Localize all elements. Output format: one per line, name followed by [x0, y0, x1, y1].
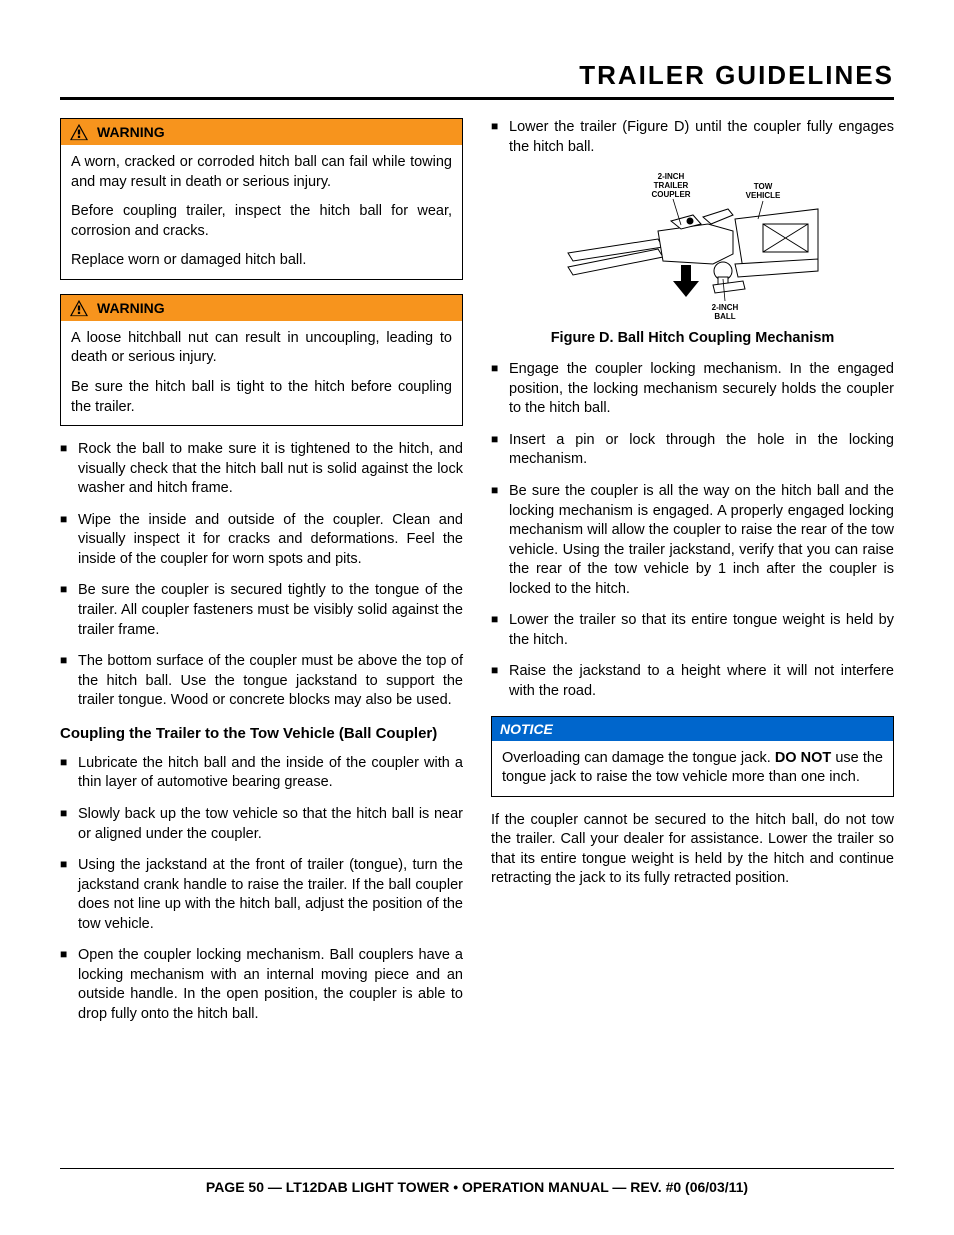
diagram-label: TRAILER: [653, 181, 688, 190]
notice-p1: Overloading can damage the tongue jack. …: [502, 749, 883, 788]
list-item: Slowly back up the tow vehicle so that t…: [60, 805, 463, 844]
list-item: Rock the ball to make sure it is tighten…: [60, 440, 463, 499]
warning-box-1: WARNING A worn, cracked or corroded hitc…: [60, 118, 463, 280]
warning-triangle-icon: [69, 299, 89, 317]
warning-header-2: WARNING: [61, 295, 462, 321]
right-first-list: Lower the trailer (Figure D) until the c…: [491, 118, 894, 157]
list-item: Insert a pin or lock through the hole in…: [491, 431, 894, 470]
notice-body: Overloading can damage the tongue jack. …: [492, 741, 893, 796]
notice-p1a: Overloading can damage the tongue jack.: [502, 750, 775, 766]
notice-p1-bold: DO NOT: [775, 750, 831, 766]
notice-label: NOTICE: [500, 721, 553, 737]
warning2-p1: A loose hitchball nut can result in unco…: [71, 329, 452, 368]
warning-box-2: WARNING A loose hitchball nut can result…: [60, 294, 463, 426]
warning2-p2: Be sure the hitch ball is tight to the h…: [71, 378, 452, 417]
warning1-p2: Before coupling trailer, inspect the hit…: [71, 202, 452, 241]
warning-header-1: WARNING: [61, 119, 462, 145]
warning-label-1: WARNING: [97, 124, 165, 140]
diagram-label: 2-INCH: [711, 303, 738, 312]
list-item: Be sure the coupler is all the way on th…: [491, 482, 894, 599]
list-item: Lower the trailer so that its entire ton…: [491, 611, 894, 650]
list-item: Be sure the coupler is secured tightly t…: [60, 581, 463, 640]
left-list-b: Lubricate the hitch ball and the inside …: [60, 754, 463, 1025]
warning1-p1: A worn, cracked or corroded hitch ball c…: [71, 153, 452, 192]
notice-header: NOTICE: [492, 717, 893, 741]
right-list: Engage the coupler locking mechanism. In…: [491, 360, 894, 701]
coupling-subhead: Coupling the Trailer to the Tow Vehicle …: [60, 725, 463, 742]
final-paragraph: If the coupler cannot be secured to the …: [491, 811, 894, 889]
list-item: Engage the coupler locking mechanism. In…: [491, 360, 894, 419]
list-item: Using the jackstand at the front of trai…: [60, 856, 463, 934]
diagram-label: VEHICLE: [745, 191, 780, 200]
list-item: Lower the trailer (Figure D) until the c…: [491, 118, 894, 157]
content-columns: WARNING A worn, cracked or corroded hitc…: [60, 118, 894, 1039]
notice-box: NOTICE Overloading can damage the tongue…: [491, 716, 894, 797]
warning-body-1: A worn, cracked or corroded hitch ball c…: [61, 145, 462, 279]
left-list-a: Rock the ball to make sure it is tighten…: [60, 440, 463, 711]
list-item: Wipe the inside and outside of the coupl…: [60, 511, 463, 570]
coupling-diagram: 2-INCH TRAILER COUPLER TOW VEHICLE 2-INC…: [563, 169, 823, 319]
page-title: TRAILER GUIDELINES: [60, 60, 894, 100]
list-item: Open the coupler locking mechanism. Ball…: [60, 946, 463, 1024]
figure-d: 2-INCH TRAILER COUPLER TOW VEHICLE 2-INC…: [491, 169, 894, 346]
left-column: WARNING A worn, cracked or corroded hitc…: [60, 118, 463, 1039]
diagram-label: TOW: [753, 182, 772, 191]
right-column: Lower the trailer (Figure D) until the c…: [491, 118, 894, 1039]
diagram-label: BALL: [714, 312, 735, 319]
page-footer: PAGE 50 — LT12DAB LIGHT TOWER • OPERATIO…: [60, 1168, 894, 1195]
figure-caption: Figure D. Ball Hitch Coupling Mechanism: [491, 330, 894, 346]
warning-body-2: A loose hitchball nut can result in unco…: [61, 321, 462, 425]
list-item: Raise the jackstand to a height where it…: [491, 662, 894, 701]
diagram-label: 2-INCH: [657, 172, 684, 181]
warning1-p3: Replace worn or damaged hitch ball.: [71, 251, 452, 271]
list-item: Lubricate the hitch ball and the inside …: [60, 754, 463, 793]
diagram-label: COUPLER: [651, 190, 690, 199]
warning-triangle-icon: [69, 123, 89, 141]
warning-label-2: WARNING: [97, 300, 165, 316]
list-item: The bottom surface of the coupler must b…: [60, 652, 463, 711]
